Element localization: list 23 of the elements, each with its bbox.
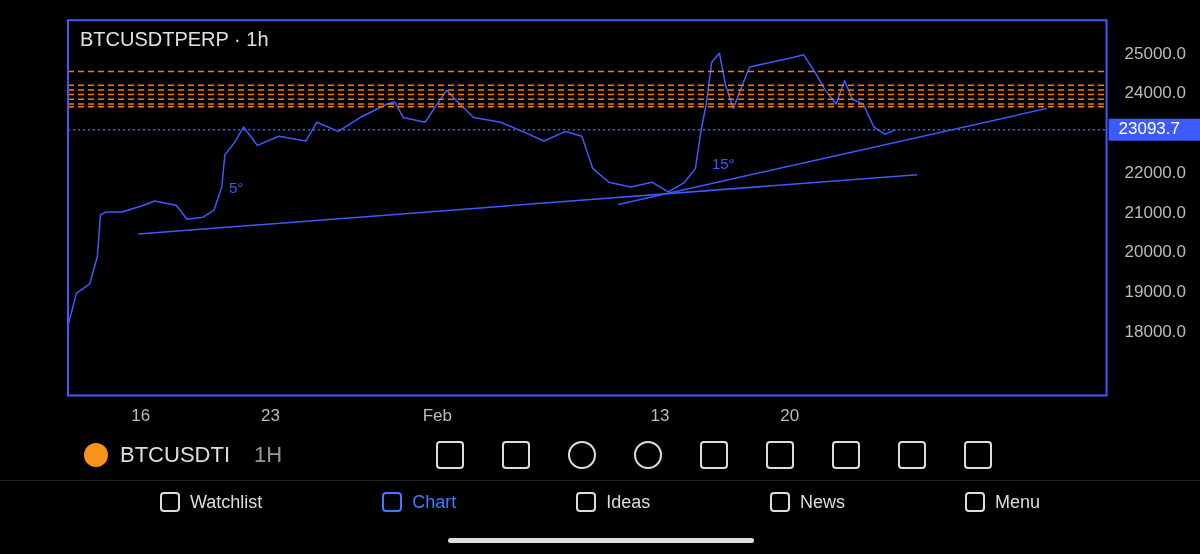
annotation: 5° (228, 179, 244, 197)
x-tick-label: Feb (422, 406, 453, 426)
y-tick-label: 22000.0 (1124, 162, 1186, 182)
y-tick-label: 20000.0 (1124, 242, 1186, 262)
chart-title: BTCUSDTPERP · 1h (80, 27, 269, 50)
text: Ideas (606, 491, 651, 513)
y-tick-label: 18000.0 (1124, 321, 1186, 341)
text: News (800, 491, 846, 513)
y-tick-label: 25000.0 (1124, 43, 1186, 63)
annotation: 15° (711, 154, 735, 172)
x-tick-label: 20 (780, 406, 800, 426)
ref-line-label: 23093.7 (1118, 119, 1180, 139)
x-tick-label: 16 (131, 406, 151, 426)
y-tick-label: 21000.0 (1124, 202, 1186, 222)
x-tick-label: 13 (650, 406, 670, 426)
y-tick-label: 19000.0 (1124, 282, 1186, 301)
text: Chart (412, 491, 457, 513)
x-tick-label: 23 (260, 406, 280, 426)
text: 1H (254, 442, 283, 468)
y-tick-label: 24000.0 (1124, 83, 1186, 103)
text: Watchlist (189, 491, 263, 513)
text: BTCUSDTI (120, 442, 230, 468)
text: Menu (995, 491, 1041, 513)
